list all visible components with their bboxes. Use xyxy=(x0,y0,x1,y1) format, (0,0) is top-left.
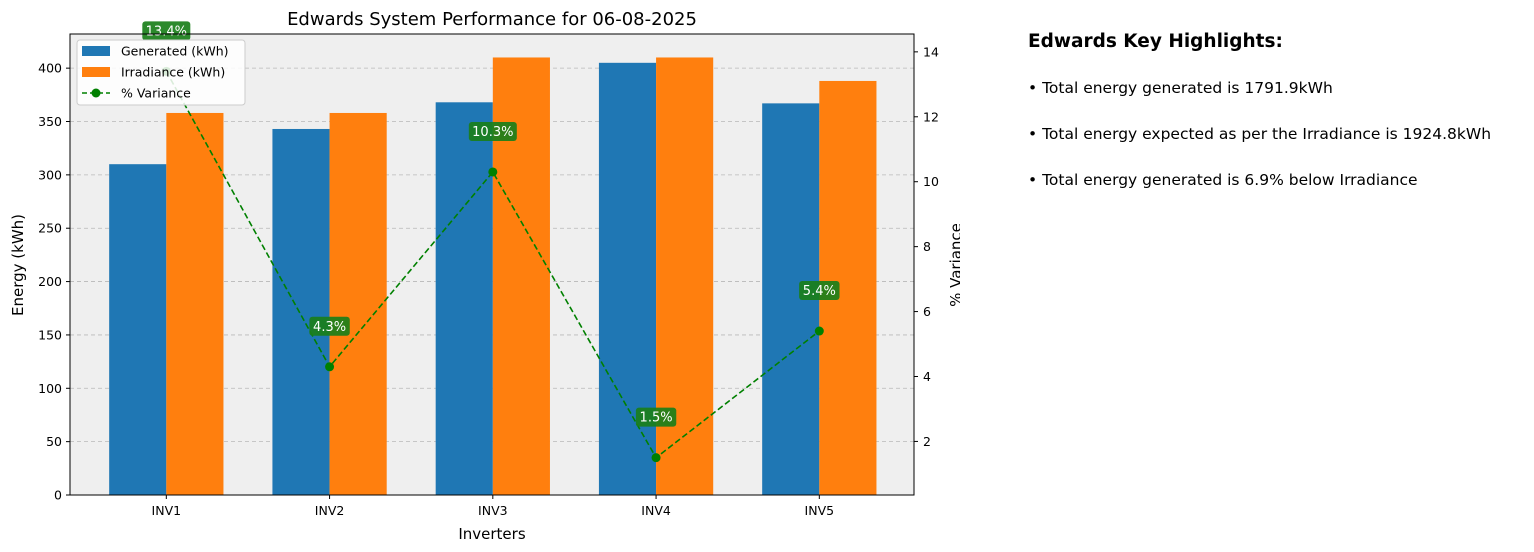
y-tick-label: 100 xyxy=(38,381,62,396)
legend-entry-label: Generated (kWh) xyxy=(121,44,229,59)
generated-bar-inv1 xyxy=(109,164,167,495)
chart-title: Edwards System Performance for 06-08-202… xyxy=(287,9,697,30)
highlight-total-expected: • Total energy expected as per the Irrad… xyxy=(1028,125,1492,143)
y2-tick-label: 14 xyxy=(923,44,939,59)
variance-point-inv2 xyxy=(325,362,335,372)
highlight-total-generated: • Total energy generated is 1791.9kWh xyxy=(1028,79,1333,97)
x-tick-label: INV2 xyxy=(315,503,345,518)
y2-tick-label: 10 xyxy=(923,174,939,189)
legend-entry-label: % Variance xyxy=(121,86,191,101)
generated-bar-inv2 xyxy=(272,128,330,495)
x-axis-label: Inverters xyxy=(458,525,525,543)
y-tick-label: 150 xyxy=(38,327,62,342)
legend-box xyxy=(76,39,246,106)
chart-legend: Generated (kWh) Irradiance (kWh) % Varianc… xyxy=(76,39,246,106)
variance-point-inv5 xyxy=(814,326,824,336)
x-tick-label: INV3 xyxy=(478,503,508,518)
irradiance-bar-inv4 xyxy=(656,57,714,495)
legend-marker xyxy=(91,88,101,98)
key-highlights-panel: Edwards Key Highlights: • Total energy g… xyxy=(1028,30,1528,216)
y2-tick-label: 2 xyxy=(923,434,931,449)
highlights-title: Edwards Key Highlights: xyxy=(1028,31,1283,52)
variance-label-box xyxy=(142,21,191,41)
y-tick-label: 0 xyxy=(54,488,62,503)
y2-axis-label: % Variance xyxy=(947,223,960,307)
variance-data-label: 10.3% xyxy=(472,125,513,140)
variance-label-box xyxy=(799,281,840,301)
x-tick-label: INV1 xyxy=(152,503,182,518)
variance-point-inv4 xyxy=(651,453,661,463)
variance-data-label: 5.4% xyxy=(803,284,836,299)
y-tick-label: 350 xyxy=(38,114,62,129)
x-tick-label: INV4 xyxy=(641,503,671,518)
variance-data-label: 4.3% xyxy=(313,320,346,335)
generated-bar-inv4 xyxy=(598,62,657,495)
y-tick-label: 400 xyxy=(38,61,62,76)
y2-tick-label: 4 xyxy=(923,369,931,384)
x-tick-label: INV5 xyxy=(805,503,835,518)
legend-swatch xyxy=(82,46,110,56)
generated-bar-inv3 xyxy=(435,102,493,495)
y2-tick-label: 12 xyxy=(923,109,939,124)
y-tick-label: 300 xyxy=(38,167,62,182)
variance-point-inv3 xyxy=(488,167,498,177)
irradiance-bar-inv1 xyxy=(166,112,224,495)
variance-line xyxy=(165,70,820,459)
performance-chart: 13.4% 4.3% 10.3% 1.5% 5.4% 0 50 100 150 200 250 300… xyxy=(9,9,960,543)
y2-tick-label: 6 xyxy=(923,304,931,319)
legend-entry-label: Irradiance (kWh) xyxy=(121,65,225,80)
y-tick-label: 200 xyxy=(38,274,62,289)
legend-swatch xyxy=(82,67,110,77)
y-axis-label: Energy (kWh) xyxy=(9,214,27,316)
y-tick-label: 250 xyxy=(38,221,62,236)
y-tick-label: 50 xyxy=(46,434,62,449)
variance-label-box xyxy=(309,316,350,336)
variance-data-label: 13.4% xyxy=(146,24,187,39)
irradiance-bar-inv2 xyxy=(329,112,387,495)
variance-label-box xyxy=(468,121,517,141)
variance-data-label: 1.5% xyxy=(640,411,673,426)
highlight-variance: • Total energy generated is 6.9% below I… xyxy=(1028,171,1418,189)
plot-frame xyxy=(69,33,915,496)
variance-label-box xyxy=(635,407,677,427)
y2-tick-label: 8 xyxy=(923,239,931,254)
